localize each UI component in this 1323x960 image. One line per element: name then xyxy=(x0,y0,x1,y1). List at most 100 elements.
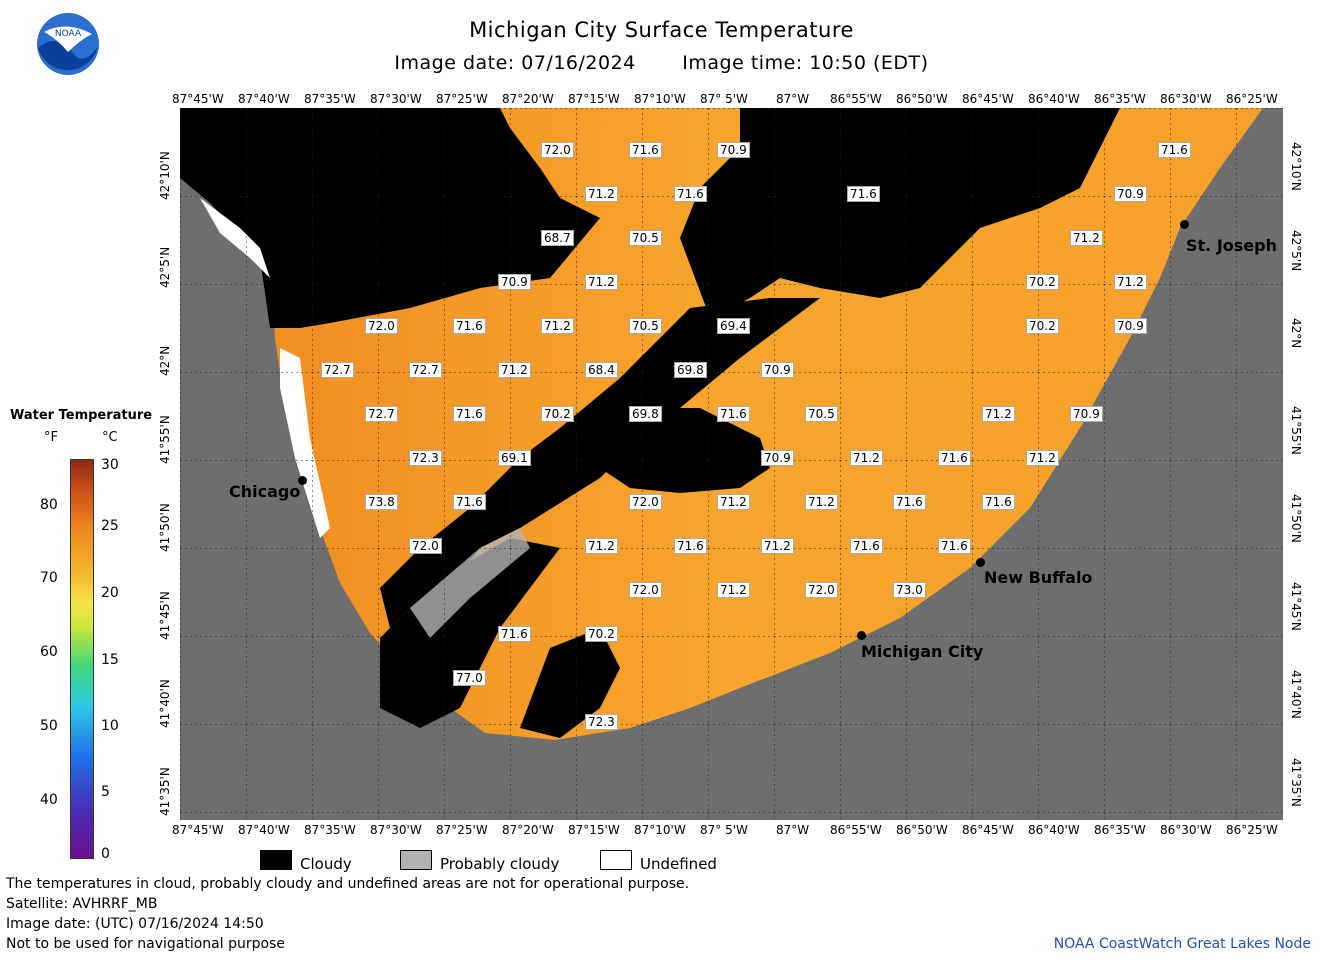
color-scale-bar xyxy=(70,459,94,859)
lat-label: 41°45'N xyxy=(1289,582,1303,631)
legend-cloudy-swatch xyxy=(260,850,292,870)
temperature-value-label: 70.9 xyxy=(761,450,794,466)
legend-unit-f: °F xyxy=(44,430,58,445)
temperature-value-label: 71.2 xyxy=(585,538,618,554)
temperature-value-label: 69.8 xyxy=(674,362,707,378)
temperature-value-label: 70.5 xyxy=(805,406,838,422)
lon-label: 87°W xyxy=(776,92,810,106)
lon-label: 87°10'W xyxy=(634,823,686,837)
temperature-value-label: 72.7 xyxy=(365,406,398,422)
temperature-value-label: 70.9 xyxy=(761,362,794,378)
lon-label: 86°30'W xyxy=(1160,92,1212,106)
city-marker-michigan-city xyxy=(857,631,866,640)
legend-probably-cloudy-swatch xyxy=(400,850,432,870)
legend-c-tick: 0 xyxy=(101,846,110,862)
temperature-value-label: 71.2 xyxy=(717,582,750,598)
legend-c-tick: 15 xyxy=(101,652,119,668)
lon-label: 87°20'W xyxy=(502,92,554,106)
lon-label: 87°40'W xyxy=(238,823,290,837)
logo-text: NOAA xyxy=(55,29,82,39)
lon-label: 87°W xyxy=(776,823,810,837)
temperature-value-label: 71.6 xyxy=(938,450,971,466)
legend-c-tick: 5 xyxy=(101,784,110,800)
lon-label: 87°30'W xyxy=(370,823,422,837)
temperature-value-label: 73.8 xyxy=(365,494,398,510)
temperature-value-label: 69.1 xyxy=(498,450,531,466)
lat-label: 41°50'N xyxy=(158,503,172,552)
temperature-value-label: 72.7 xyxy=(321,362,354,378)
temperature-value-label: 71.6 xyxy=(674,538,707,554)
temperature-value-label: 71.6 xyxy=(498,626,531,642)
temperature-value-label: 72.0 xyxy=(629,582,662,598)
temperature-value-label: 69.8 xyxy=(629,406,662,422)
lat-label: 41°55'N xyxy=(158,415,172,464)
image-date-time: Image date: 07/16/2024 Image time: 10:50… xyxy=(0,52,1323,74)
temperature-value-label: 71.2 xyxy=(1070,230,1103,246)
legend-unit-c: °C xyxy=(102,430,118,445)
temperature-value-label: 70.9 xyxy=(498,274,531,290)
temperature-value-label: 70.2 xyxy=(541,406,574,422)
lon-label: 87°25'W xyxy=(436,823,488,837)
temperature-value-label: 72.3 xyxy=(409,450,442,466)
map-canvas xyxy=(180,108,1283,820)
temperature-value-label: 72.0 xyxy=(629,494,662,510)
temperature-value-label: 70.9 xyxy=(1114,186,1147,202)
lon-label: 86°55'W xyxy=(830,92,882,106)
legend-f-tick: 60 xyxy=(40,644,58,660)
temperature-value-label: 72.0 xyxy=(365,318,398,334)
temperature-value-label: 71.6 xyxy=(453,494,486,510)
temperature-value-label: 70.9 xyxy=(1070,406,1103,422)
temperature-value-label: 71.6 xyxy=(453,406,486,422)
temperature-value-label: 71.2 xyxy=(982,406,1015,422)
temperature-value-label: 71.6 xyxy=(850,538,883,554)
temperature-value-label: 71.6 xyxy=(938,538,971,554)
legend-c-tick: 30 xyxy=(101,457,119,473)
temperature-value-label: 72.3 xyxy=(585,714,618,730)
lon-label: 87°45'W xyxy=(172,92,224,106)
temperature-map xyxy=(180,108,1283,820)
temperature-value-label: 70.2 xyxy=(1026,274,1059,290)
lat-label: 42°10'N xyxy=(158,151,172,200)
lon-label: 86°55'W xyxy=(830,823,882,837)
temperature-value-label: 77.0 xyxy=(453,670,486,686)
city-marker-chicago xyxy=(298,476,307,485)
temperature-value-label: 68.7 xyxy=(541,230,574,246)
lon-label: 87°35'W xyxy=(304,823,356,837)
temperature-value-label: 70.5 xyxy=(629,230,662,246)
legend-probably-cloudy-label: Probably cloudy xyxy=(440,855,560,873)
legend-c-tick: 25 xyxy=(101,518,119,534)
temperature-value-label: 70.5 xyxy=(629,318,662,334)
city-marker-new-buffalo xyxy=(976,558,985,567)
temperature-value-label: 71.2 xyxy=(850,450,883,466)
temperature-value-label: 71.2 xyxy=(761,538,794,554)
footer-note: The temperatures in cloud, probably clou… xyxy=(6,876,690,892)
lat-label: 42°5'N xyxy=(1289,230,1303,272)
lat-label: 41°35'N xyxy=(158,767,172,816)
lon-label: 86°40'W xyxy=(1028,823,1080,837)
city-label-chicago: Chicago xyxy=(229,482,301,501)
temperature-value-label: 71.2 xyxy=(1114,274,1147,290)
city-marker-st-joseph xyxy=(1180,220,1189,229)
temperature-value-label: 71.6 xyxy=(847,186,880,202)
lon-label: 87°30'W xyxy=(370,92,422,106)
lat-label: 41°45'N xyxy=(158,591,172,640)
temperature-value-label: 70.9 xyxy=(717,142,750,158)
temperature-value-label: 71.2 xyxy=(585,186,618,202)
temperature-value-label: 72.0 xyxy=(541,142,574,158)
temperature-value-label: 72.0 xyxy=(805,582,838,598)
legend-f-tick: 40 xyxy=(40,792,58,808)
temperature-value-label: 72.0 xyxy=(409,538,442,554)
lon-label: 86°25'W xyxy=(1226,823,1278,837)
lon-label: 87°10'W xyxy=(634,92,686,106)
temperature-value-label: 71.2 xyxy=(498,362,531,378)
temperature-value-label: 71.6 xyxy=(674,186,707,202)
temperature-value-label: 71.2 xyxy=(1026,450,1059,466)
footer-utc-date: Image date: (UTC) 07/16/2024 14:50 xyxy=(6,916,264,932)
legend-undefined-label: Undefined xyxy=(640,855,717,873)
legend-c-tick: 20 xyxy=(101,585,119,601)
city-label-new-buffalo: New Buffalo xyxy=(984,568,1093,587)
lon-label: 86°35'W xyxy=(1094,92,1146,106)
lon-label: 87° 5'W xyxy=(700,823,748,837)
temperature-value-label: 70.9 xyxy=(1114,318,1147,334)
lon-label: 87° 5'W xyxy=(700,92,748,106)
